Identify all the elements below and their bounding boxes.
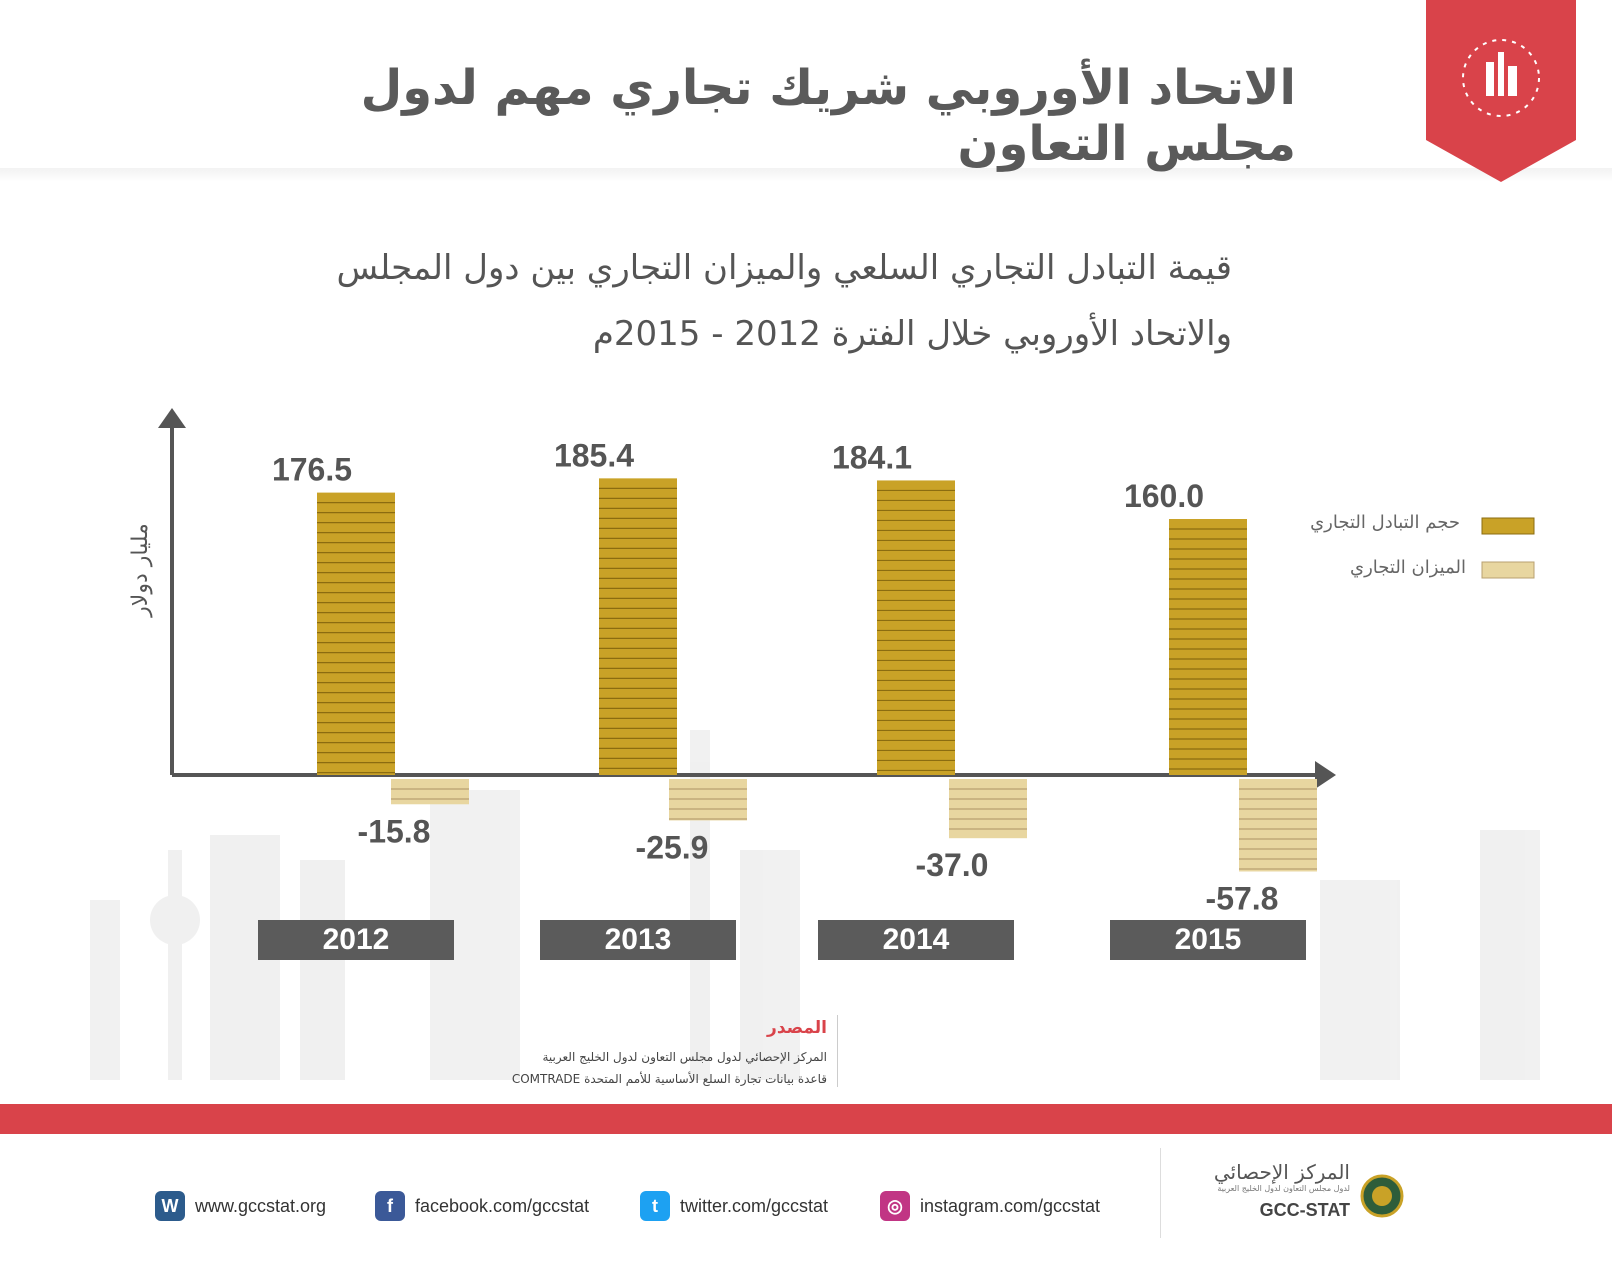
bar-trade-volume-2012 <box>317 492 395 775</box>
year-label-2012: 2012 <box>258 920 454 960</box>
logo-divider <box>1160 1148 1161 1238</box>
chart: 176.5 185.4 184.1 160.0 -15.8 -25.9 -37.0 -57.8 <box>90 408 1540 1080</box>
year-label-2013: 2013 <box>540 920 736 960</box>
gcc-stat-logo: المركز الإحصائي لدول مجلس التعاون لدول ا… <box>1190 1160 1410 1230</box>
footer-link-text: twitter.com/gccstat <box>680 1195 829 1216</box>
logo-arabic-text: المركز الإحصائي <box>1213 1160 1350 1184</box>
page-title: الاتحاد الأوروبي شريك تجاري مهم لدول مجل… <box>360 60 1296 172</box>
bar-trade-balance-2015-body <box>1239 779 1317 872</box>
data-label-trade-volume-2015: 160.0 <box>1124 478 1204 514</box>
bar-trade-volume-2014 <box>877 480 955 775</box>
footer-link-twitter[interactable]: t twitter.com/gccstat <box>640 1191 828 1221</box>
bar-trade-balance-2015 <box>1239 779 1317 872</box>
legend-swatch-trade-balance <box>1481 561 1535 579</box>
bar-trade-volume-2012-body <box>317 492 395 775</box>
source-divider <box>837 1015 838 1087</box>
bar-trade-volume-2013-body <box>599 478 677 775</box>
y-axis-label: مليار دولار <box>128 523 153 617</box>
footer-link-text: instagram.com/gccstat <box>920 1195 1101 1216</box>
title-shadow <box>0 168 1612 182</box>
logo-english-text: GCC-STAT <box>1259 1200 1350 1220</box>
background-skyline <box>90 730 1540 1080</box>
data-label-trade-balance-2015: -57.8 <box>1206 880 1279 916</box>
facebook-icon: f <box>375 1191 405 1221</box>
source-title: المصدر <box>767 1018 827 1038</box>
data-label-trade-volume-2012: 176.5 <box>272 452 352 488</box>
wordpress-icon: W <box>155 1191 185 1221</box>
bar-trade-volume-2014-body <box>877 480 955 775</box>
source-line: المركز الإحصائي لدول مجلس التعاون لدول ا… <box>542 1050 827 1064</box>
data-label-trade-volume-2013: 185.4 <box>554 437 634 473</box>
twitter-icon: t <box>640 1191 670 1221</box>
legend-label-trade-balance: الميزان التجاري <box>1350 557 1466 578</box>
data-label-trade-volume-2014: 184.1 <box>832 439 912 475</box>
data-label-trade-balance-2014: -37.0 <box>916 847 989 883</box>
bar-trade-volume-2013 <box>599 478 677 775</box>
x-axis-arrow <box>1315 761 1336 789</box>
bar-trade-balance-2012-body <box>391 779 469 805</box>
data-label-trade-balance-2013: -25.9 <box>636 829 709 865</box>
source-line: قاعدة بيانات تجارة السلع الأساسية للأمم … <box>511 1072 827 1086</box>
chart-title-line-2: والاتحاد الأوروبي خلال الفترة 2012 - 201… <box>592 314 1232 354</box>
footer-red-bar <box>0 1104 1612 1134</box>
bar-trade-volume-2015-body <box>1169 519 1247 775</box>
legend-swatch-trade-volume <box>1481 517 1535 535</box>
chart-title-line-1: قيمة التبادل التجاري السلعي والميزان الت… <box>336 248 1232 288</box>
logo-subtitle: لدول مجلس التعاون لدول الخليج العربية <box>1217 1184 1350 1193</box>
footer-link-text: www.gccstat.org <box>195 1195 327 1216</box>
bar-trade-volume-2015 <box>1169 519 1247 775</box>
footer-link-facebook[interactable]: f facebook.com/gccstat <box>375 1191 589 1221</box>
gcc-emblem-icon <box>1360 1174 1404 1218</box>
y-axis-arrow <box>158 408 186 428</box>
footer-link-website[interactable]: W www.gccstat.org <box>155 1191 326 1221</box>
data-label-trade-balance-2012: -15.8 <box>358 813 431 849</box>
header-badge <box>1426 0 1576 182</box>
legend-label-trade-volume: حجم التبادل التجاري <box>1310 512 1460 533</box>
footer-link-instagram[interactable]: ◎ instagram.com/gccstat <box>880 1191 1100 1221</box>
year-label-2014: 2014 <box>818 920 1014 960</box>
bar-trade-balance-2013 <box>669 779 747 821</box>
bar-trade-balance-2014 <box>949 779 1027 839</box>
instagram-icon: ◎ <box>880 1191 910 1221</box>
footer-link-text: facebook.com/gccstat <box>415 1195 590 1216</box>
bar-trade-balance-2012 <box>391 779 469 805</box>
bar-trade-balance-2013-body <box>669 779 747 821</box>
year-label-2015: 2015 <box>1110 920 1306 960</box>
